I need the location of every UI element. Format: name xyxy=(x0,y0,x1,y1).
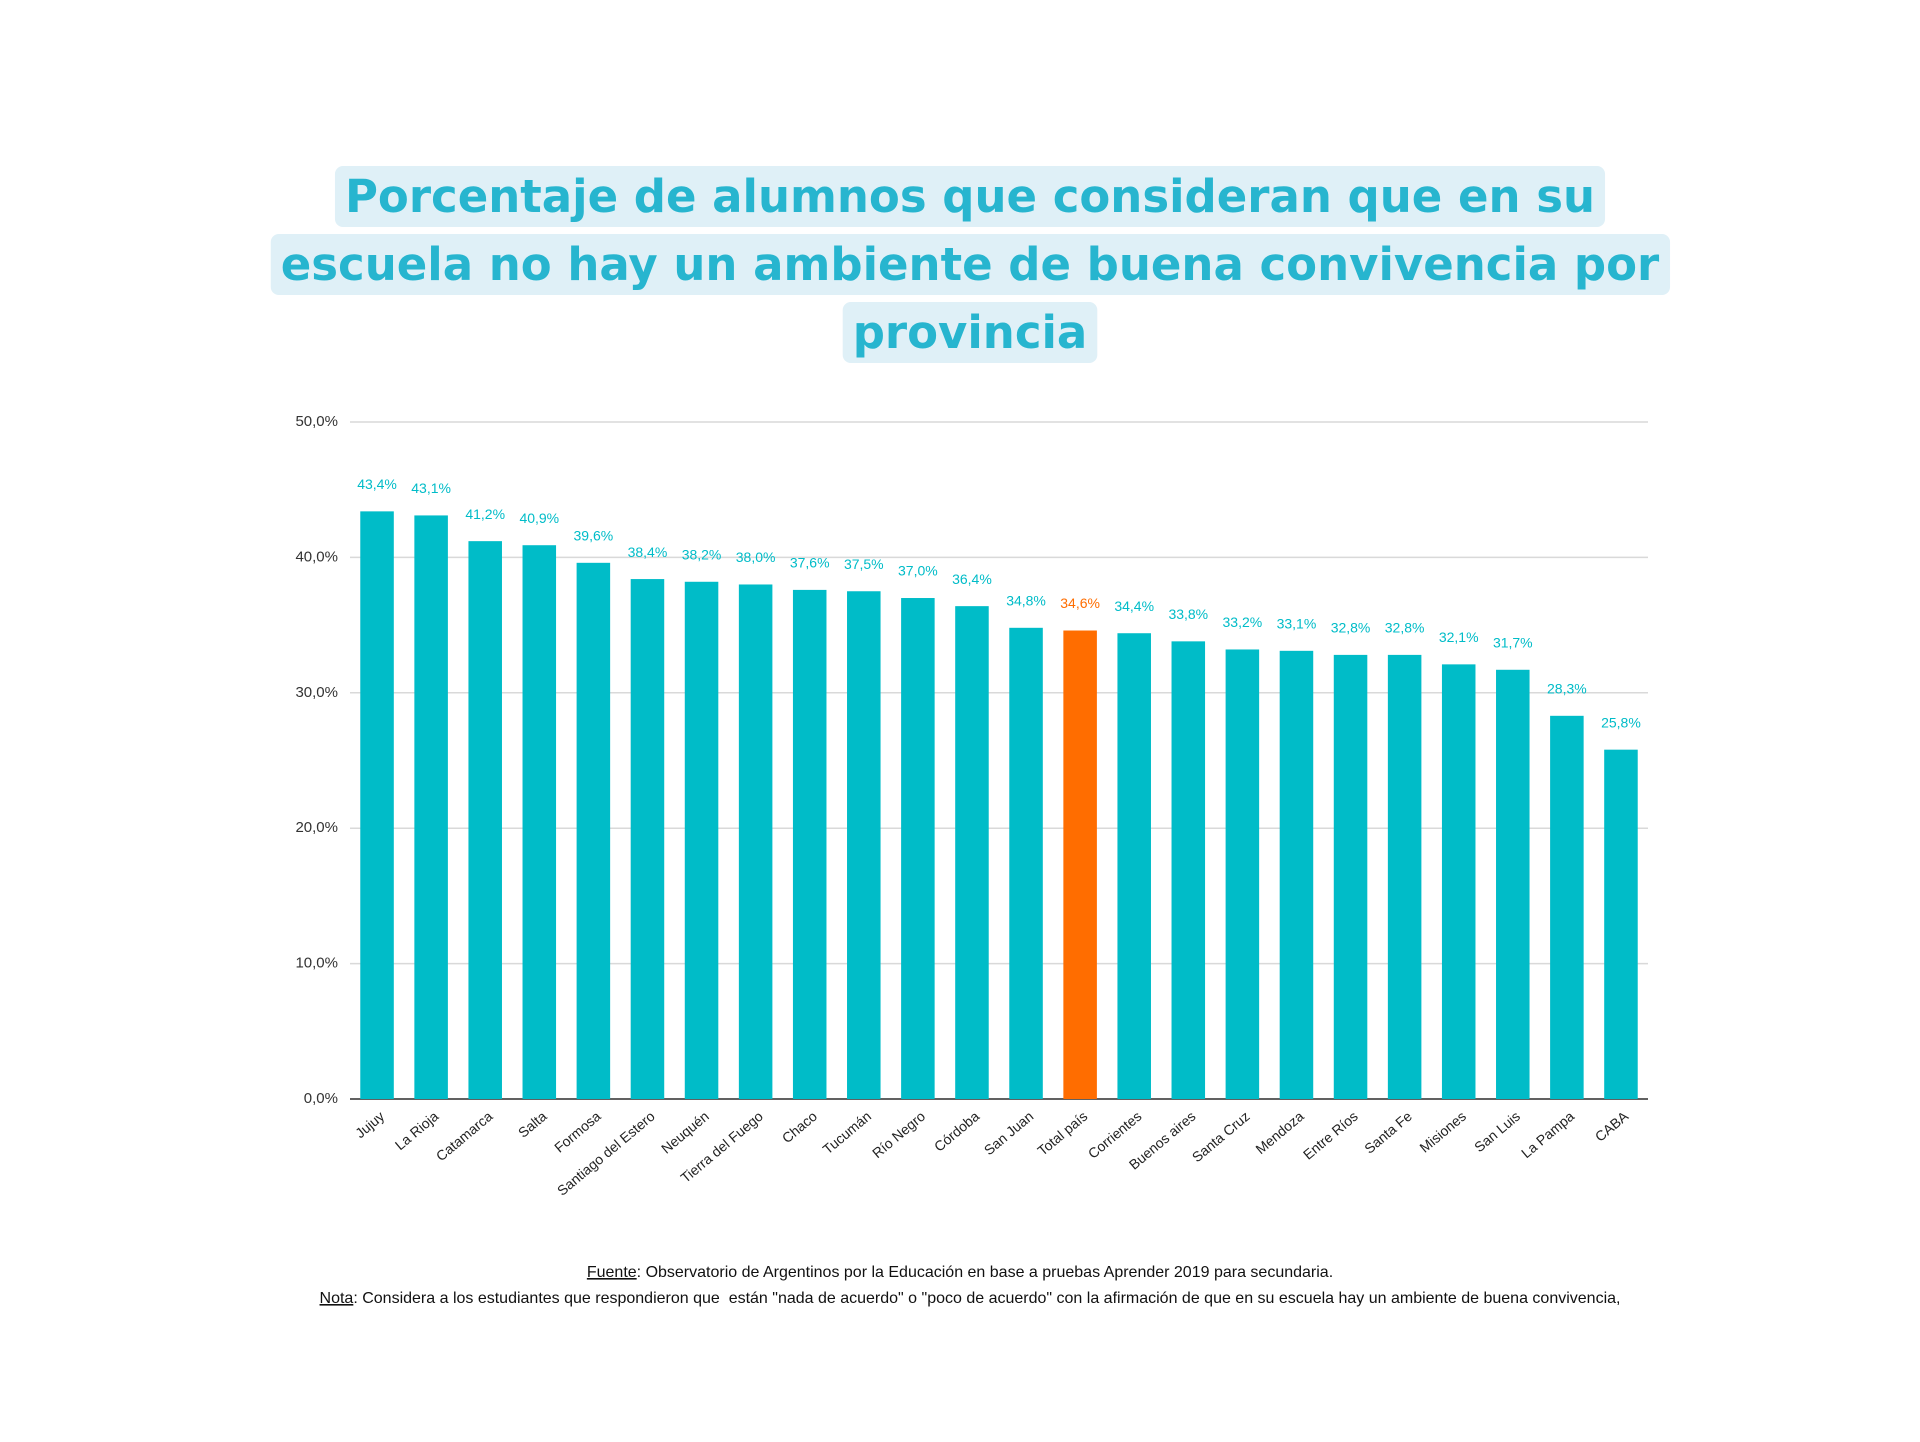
value-label: 33,1% xyxy=(1277,616,1317,632)
value-label: 25,8% xyxy=(1601,714,1641,730)
x-tick-label: Santa Cruz xyxy=(1189,1108,1253,1165)
x-tick-label: San Luis xyxy=(1471,1108,1523,1155)
chart-title: provincia xyxy=(853,306,1088,359)
bar xyxy=(1604,749,1638,1099)
bar xyxy=(360,511,394,1099)
value-label: 34,6% xyxy=(1060,595,1100,611)
note: Nota: Considera a los estudiantes que re… xyxy=(320,1290,1621,1307)
x-tick-label: La Pampa xyxy=(1518,1108,1577,1161)
bar xyxy=(1225,649,1260,1099)
x-tick-label: Salta xyxy=(515,1108,550,1141)
title-highlight xyxy=(270,234,1671,295)
title-group: Porcentaje de alumnos que consideran que… xyxy=(270,166,1671,363)
bar xyxy=(1550,715,1584,1099)
x-tick-label: Jujuy xyxy=(352,1108,387,1141)
bar xyxy=(576,562,611,1099)
value-label: 37,6% xyxy=(790,555,830,571)
x-tick-label: Total país xyxy=(1034,1108,1090,1159)
bar xyxy=(1171,641,1206,1099)
bar xyxy=(522,545,557,1099)
bar xyxy=(1009,627,1043,1099)
bar xyxy=(1496,669,1530,1099)
bar xyxy=(1441,664,1476,1099)
x-tick-label: Córdoba xyxy=(931,1108,983,1155)
bar xyxy=(1117,633,1151,1099)
y-tick-label: 0,0% xyxy=(304,1090,338,1107)
value-label: 28,3% xyxy=(1547,681,1587,697)
value-label: 31,7% xyxy=(1493,634,1533,650)
x-tick-label: Tucumán xyxy=(820,1108,875,1157)
y-tick-label: 50,0% xyxy=(295,413,338,430)
bar xyxy=(1333,654,1368,1099)
x-tick-label: Mendoza xyxy=(1252,1108,1307,1157)
x-tick-label: CABA xyxy=(1592,1107,1632,1144)
value-label: 32,8% xyxy=(1331,620,1371,636)
title-highlight xyxy=(842,302,1098,363)
x-tick-label: Río Negro xyxy=(869,1108,928,1161)
value-label: 34,8% xyxy=(1006,593,1046,609)
x-tick-label: Catamarca xyxy=(433,1108,496,1164)
source: Fuente: Observatorio de Argentinos por l… xyxy=(587,1264,1333,1281)
x-tick-label: Neuquén xyxy=(658,1108,712,1157)
value-label: 33,2% xyxy=(1223,614,1263,630)
x-tick-label: Chaco xyxy=(779,1108,820,1146)
value-label: 40,9% xyxy=(519,510,559,526)
y-tick-label: 40,0% xyxy=(295,548,338,565)
x-tick-label: Misiones xyxy=(1416,1108,1469,1156)
source-text: : Observatorio de Argentinos por la Educ… xyxy=(637,1264,1333,1281)
value-label: 43,1% xyxy=(411,480,451,496)
x-tick-label: Santiago del Estero xyxy=(554,1108,658,1199)
bar xyxy=(901,598,935,1099)
value-label: 39,6% xyxy=(574,528,614,544)
y-tick-label: 30,0% xyxy=(295,684,338,701)
value-label: 38,0% xyxy=(736,549,776,565)
bar xyxy=(1063,630,1097,1099)
value-label: 38,4% xyxy=(628,544,668,560)
bar xyxy=(1387,654,1422,1099)
bar xyxy=(738,584,773,1099)
bar xyxy=(468,541,502,1099)
value-label: 32,1% xyxy=(1439,629,1479,645)
y-tick-label: 10,0% xyxy=(295,955,338,972)
x-tick-label: Entre Ríos xyxy=(1300,1108,1361,1163)
bar xyxy=(630,579,665,1099)
value-label: 34,4% xyxy=(1114,598,1154,614)
value-label: 43,4% xyxy=(357,476,397,492)
note-label: Nota xyxy=(320,1290,354,1307)
bar xyxy=(955,606,989,1099)
value-label: 37,5% xyxy=(844,556,884,572)
value-label: 41,2% xyxy=(465,506,505,522)
value-label: 38,2% xyxy=(682,546,722,562)
source-label: Fuente xyxy=(587,1264,637,1281)
chart-title: Porcentaje de alumnos que consideran que… xyxy=(345,170,1595,223)
bar xyxy=(1279,650,1314,1099)
value-label: 36,4% xyxy=(952,571,992,587)
x-tick-label: La Rioja xyxy=(392,1108,442,1153)
bar xyxy=(684,581,719,1099)
x-tick-label: Formosa xyxy=(551,1108,604,1156)
x-tick-label: San Juan xyxy=(981,1108,1037,1158)
x-tick-label: Santa Fe xyxy=(1361,1108,1415,1157)
bar xyxy=(414,515,448,1099)
title-highlight xyxy=(334,166,1606,227)
value-label: 37,0% xyxy=(898,563,938,579)
note-text: : Considera a los estudiantes que respon… xyxy=(353,1290,1620,1307)
y-tick-label: 20,0% xyxy=(295,819,338,836)
bar xyxy=(792,589,827,1099)
chart-title: escuela no hay un ambiente de buena conv… xyxy=(281,238,1660,291)
bar xyxy=(847,591,881,1099)
value-label: 33,8% xyxy=(1168,606,1208,622)
value-label: 32,8% xyxy=(1385,620,1425,636)
